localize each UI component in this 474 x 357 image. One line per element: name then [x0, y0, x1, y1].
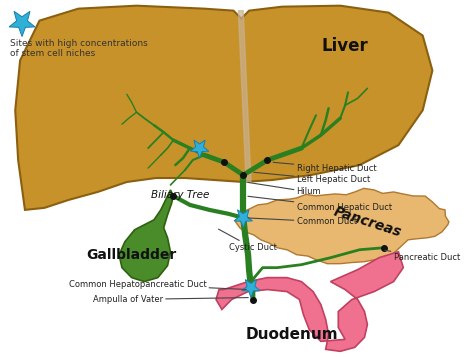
Polygon shape — [242, 280, 260, 297]
Polygon shape — [236, 188, 449, 264]
Polygon shape — [216, 252, 403, 351]
Text: Right Hepatic Duct: Right Hepatic Duct — [273, 162, 376, 172]
Text: Sites with high concentrations
of stem cell niches: Sites with high concentrations of stem c… — [10, 39, 148, 58]
Text: Pancreatic Duct: Pancreatic Duct — [385, 250, 460, 262]
Text: Biliary Tree: Biliary Tree — [151, 190, 210, 200]
Text: Gallbladder: Gallbladder — [87, 248, 177, 262]
Text: Pancreas: Pancreas — [332, 204, 403, 240]
Polygon shape — [15, 6, 432, 210]
Polygon shape — [9, 11, 35, 36]
Text: Common Duct: Common Duct — [248, 217, 357, 226]
Polygon shape — [119, 190, 173, 282]
Text: Left Hepatic Duct: Left Hepatic Duct — [254, 172, 370, 185]
Text: Ampulla of Vater: Ampulla of Vater — [93, 295, 248, 304]
Text: Hilum: Hilum — [248, 182, 321, 196]
Text: Common Hepatic Duct: Common Hepatic Duct — [248, 196, 392, 212]
Polygon shape — [191, 140, 209, 158]
Polygon shape — [234, 210, 253, 228]
Text: Common Hepatopancreatic Duct: Common Hepatopancreatic Duct — [69, 280, 246, 290]
Text: Cystic Duct: Cystic Duct — [219, 229, 276, 252]
Text: Liver: Liver — [322, 36, 368, 55]
Text: Duodenum: Duodenum — [246, 327, 338, 342]
Polygon shape — [238, 11, 251, 182]
